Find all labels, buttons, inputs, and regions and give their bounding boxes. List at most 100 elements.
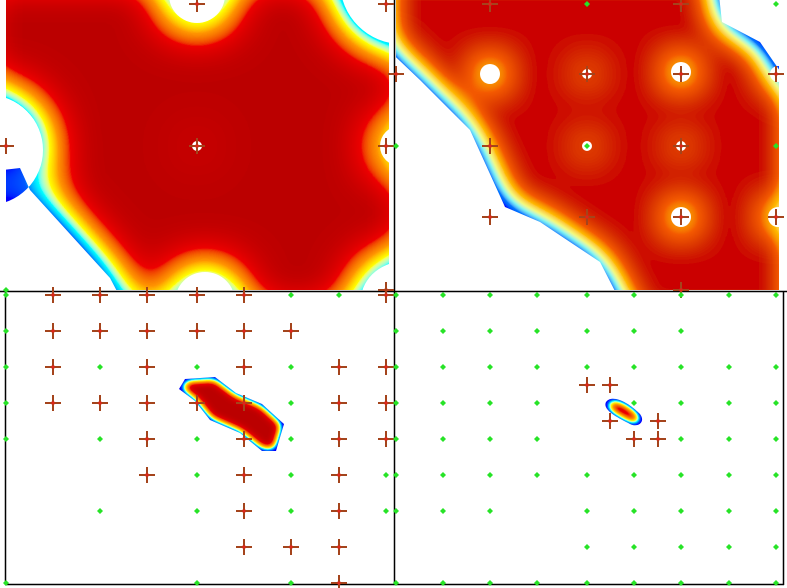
cross-center: [4, 144, 8, 148]
cross-center: [242, 509, 246, 513]
dot-marker: [393, 143, 399, 149]
cross-center: [51, 401, 55, 405]
dot-marker: [3, 580, 9, 586]
dot-marker: [726, 508, 732, 514]
dot-marker: [726, 580, 732, 586]
dot-marker: [3, 364, 9, 370]
cross-center: [51, 329, 55, 333]
cross-center: [656, 437, 660, 441]
cross-marker: [331, 503, 347, 519]
cross-marker: [482, 138, 498, 154]
field-panel: [179, 377, 284, 451]
dot-marker: [383, 472, 389, 478]
dot-marker: [288, 472, 294, 478]
dot-marker: [393, 472, 399, 478]
cross-center: [608, 383, 612, 387]
dot-marker: [393, 400, 399, 406]
cross-center: [337, 401, 341, 405]
dot-marker: [487, 508, 493, 514]
dot-marker: [773, 580, 779, 586]
cross-marker: [768, 66, 784, 82]
dot-marker: [440, 328, 446, 334]
cross-marker: [236, 503, 252, 519]
cross-center: [145, 329, 149, 333]
dot-marker: [3, 287, 9, 293]
cross-center: [145, 365, 149, 369]
dot-marker: [678, 472, 684, 478]
cross-center: [679, 215, 683, 219]
dot-marker: [288, 292, 294, 298]
cross-marker: [189, 287, 205, 303]
cross-center: [384, 144, 388, 148]
cross-center: [656, 419, 660, 423]
cross-center: [337, 581, 341, 585]
cross-marker: [378, 138, 394, 154]
dot-marker: [194, 580, 200, 586]
cross-marker: [45, 323, 61, 339]
dot-marker: [487, 580, 493, 586]
cross-marker: [236, 287, 252, 303]
field-layer: [605, 398, 643, 426]
cross-marker: [189, 0, 205, 12]
cross-center: [384, 293, 388, 297]
cross-center: [195, 329, 199, 333]
dot-marker: [336, 292, 342, 298]
cross-center: [51, 293, 55, 297]
dot-marker: [393, 328, 399, 334]
cross-center: [195, 293, 199, 297]
cross-marker: [236, 359, 252, 375]
cross-center: [337, 437, 341, 441]
dot-marker: [631, 544, 637, 550]
dot-marker: [440, 580, 446, 586]
cross-center: [337, 473, 341, 477]
cross-center: [384, 2, 388, 6]
cross-marker: [236, 395, 252, 411]
dot-marker: [726, 436, 732, 442]
cross-marker: [139, 359, 155, 375]
dot-marker: [487, 292, 493, 298]
dot-marker: [773, 1, 779, 7]
cross-center: [608, 419, 612, 423]
cross-marker: [673, 138, 689, 154]
dot-marker: [678, 328, 684, 334]
cross-marker: [283, 539, 299, 555]
field-layer: [179, 377, 284, 451]
cross-center: [585, 72, 589, 76]
dot-marker: [773, 400, 779, 406]
field-shape: [6, 0, 389, 290]
cross-center: [145, 473, 149, 477]
dot-marker: [726, 544, 732, 550]
cross-marker: [331, 359, 347, 375]
cross-center: [585, 383, 589, 387]
cross-marker: [378, 359, 394, 375]
cross-marker: [139, 395, 155, 411]
cross-center: [679, 288, 683, 292]
cross-center: [145, 401, 149, 405]
cross-marker: [602, 377, 618, 393]
dot-marker: [3, 328, 9, 334]
cross-center: [98, 329, 102, 333]
dot-marker: [393, 580, 399, 586]
dot-marker: [773, 143, 779, 149]
dot-marker: [726, 400, 732, 406]
cross-marker: [92, 395, 108, 411]
cross-marker: [768, 209, 784, 225]
dot-marker: [440, 400, 446, 406]
cross-marker: [602, 413, 618, 429]
dot-marker: [97, 436, 103, 442]
dot-marker: [726, 364, 732, 370]
cross-marker: [189, 323, 205, 339]
cross-marker: [331, 431, 347, 447]
dot-marker: [773, 292, 779, 298]
cross-center: [632, 437, 636, 441]
dot-marker: [393, 508, 399, 514]
dot-marker: [631, 292, 637, 298]
cross-marker: [482, 0, 498, 12]
cross-marker: [673, 66, 689, 82]
dot-marker: [3, 436, 9, 442]
dot-marker: [584, 472, 590, 478]
dot-marker: [440, 364, 446, 370]
cross-center: [195, 401, 199, 405]
cross-marker: [283, 323, 299, 339]
cross-marker: [139, 287, 155, 303]
